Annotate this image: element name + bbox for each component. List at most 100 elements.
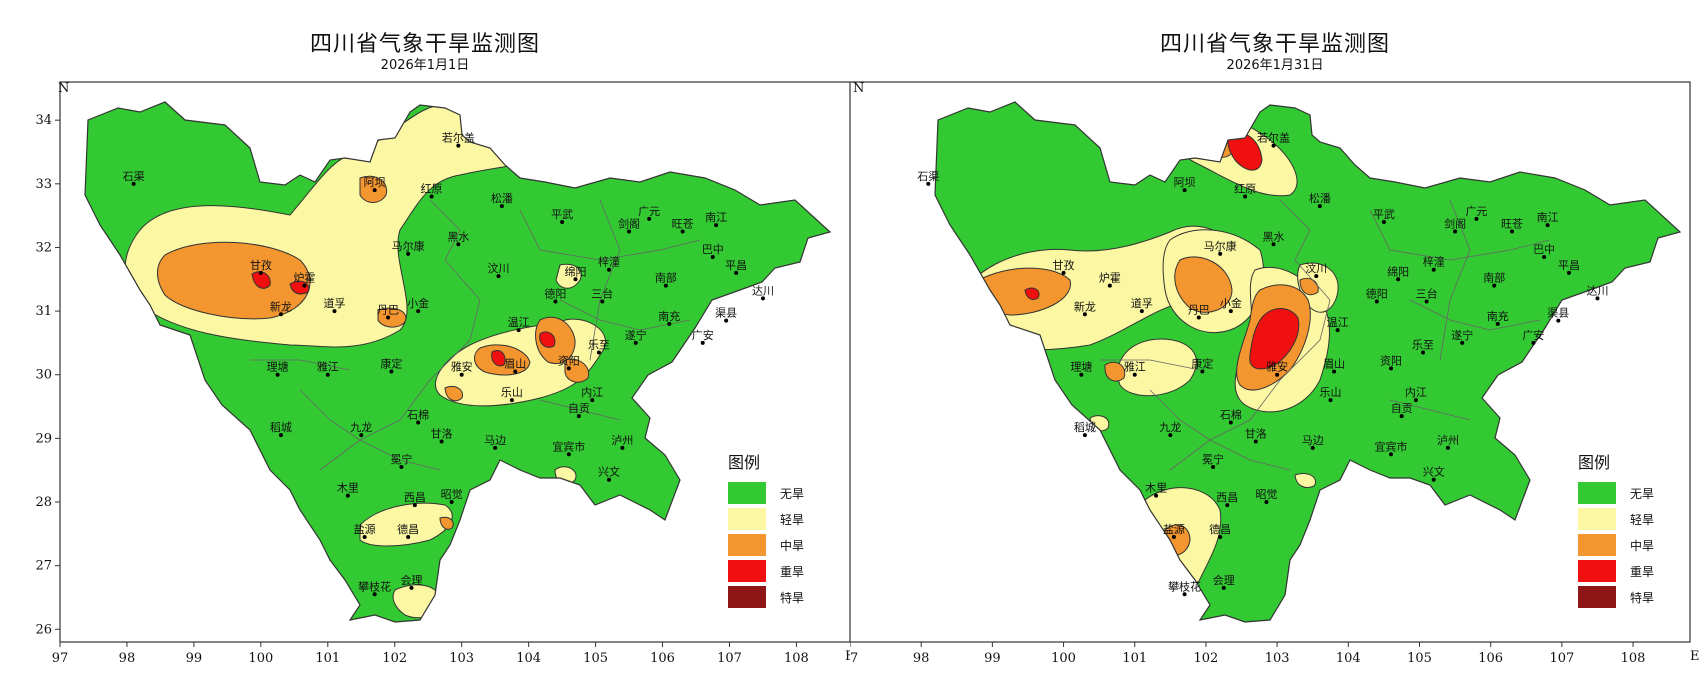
city-dot — [1243, 194, 1248, 199]
city-label: 新龙 — [1074, 299, 1096, 313]
city-dot — [926, 181, 931, 186]
city-label: 绵阳 — [1387, 264, 1409, 278]
city-dot — [553, 299, 558, 304]
city-dot — [1389, 452, 1394, 457]
city-label: 雅江 — [1124, 360, 1146, 374]
city-dot — [1310, 445, 1315, 450]
city-label: 甘洛 — [1245, 427, 1267, 441]
legend: 图例 无旱 轻旱 中旱 重旱 特旱 — [728, 453, 804, 608]
city-dot — [724, 318, 729, 323]
city-dot — [459, 372, 464, 377]
y-tick-label: 28 — [35, 495, 52, 510]
legend-item-severe: 重旱 — [1578, 560, 1654, 582]
city-label: 理塘 — [1070, 360, 1092, 374]
city-label: 旺苍 — [1501, 218, 1523, 231]
city-dot — [325, 372, 330, 377]
city-label: 平武 — [1373, 208, 1395, 221]
city-dot — [1545, 223, 1550, 228]
city-label: 石渠 — [917, 170, 939, 183]
city-dot — [1431, 267, 1436, 272]
x-tick-label: 99 — [984, 651, 1001, 666]
city-label: 资阳 — [558, 354, 580, 367]
x-tick-label: 104 — [1336, 651, 1361, 666]
city-dot — [1132, 372, 1137, 377]
city-dot — [1253, 439, 1258, 444]
city-label: 石棉 — [1220, 407, 1242, 421]
city-dot — [606, 267, 611, 272]
y-tick-label: 32 — [35, 240, 52, 255]
city-dot — [406, 251, 411, 256]
city-dot — [131, 181, 136, 186]
city-label: 甘孜 — [250, 258, 272, 272]
city-dot — [1328, 398, 1333, 403]
city-label: 三台 — [1416, 287, 1438, 301]
city-label: 遂宁 — [1451, 328, 1473, 342]
city-dot — [1200, 369, 1205, 374]
legend-title: 图例 — [1578, 453, 1610, 472]
city-dot — [710, 255, 715, 259]
city-dot — [412, 503, 417, 508]
city-dot — [1431, 477, 1436, 482]
city-label: 炉霍 — [1099, 272, 1121, 285]
city-label: 黑水 — [447, 230, 469, 243]
city-dot — [372, 188, 377, 193]
city-dot — [1510, 229, 1515, 234]
x-tick-label: 100 — [1051, 651, 1076, 666]
city-dot — [399, 465, 404, 469]
city-label: 阿坝 — [1174, 175, 1196, 189]
city-label: 广安 — [1522, 328, 1544, 342]
city-label: 昭觉 — [1255, 488, 1277, 501]
city-label: 红原 — [1234, 183, 1256, 196]
city-dot — [1317, 204, 1322, 209]
city-dot — [278, 312, 283, 317]
city-label: 自贡 — [1391, 402, 1413, 415]
city-label: 马边 — [484, 434, 506, 447]
city-dot — [1396, 277, 1401, 282]
city-label: 泸州 — [1437, 434, 1459, 447]
city-label: 广元 — [1465, 205, 1487, 218]
city-label: 理塘 — [267, 360, 289, 374]
city-label: 马尔康 — [392, 239, 425, 253]
city-dot — [258, 270, 263, 275]
city-dot — [1082, 433, 1087, 438]
city-label: 会理 — [400, 574, 422, 587]
x-axis: 97 98 99 100 101 102 103 104 105 106 107 108 — [52, 642, 809, 666]
city-dot — [1139, 309, 1144, 314]
map-date: 2026年1月1日 — [380, 58, 470, 73]
city-label: 达川 — [752, 284, 774, 297]
city-dot — [1264, 500, 1269, 504]
city-dot — [362, 535, 367, 539]
city-label: 若尔盖 — [1257, 131, 1290, 145]
city-label: 宜宾市 — [1375, 439, 1408, 453]
city-dot — [1168, 433, 1173, 438]
legend-item-none: 无旱 — [728, 482, 804, 504]
legend-item-extreme: 特旱 — [1578, 586, 1654, 608]
city-dot — [1389, 366, 1394, 371]
city-label: 稻城 — [270, 421, 292, 434]
legend-title: 图例 — [728, 453, 760, 472]
city-label: 达川 — [1586, 284, 1608, 297]
city-dot — [275, 372, 280, 377]
city-dot — [496, 274, 501, 279]
city-dot — [1182, 592, 1187, 597]
city-label: 南充 — [1487, 309, 1509, 323]
x-axis: 97 98 99 100 101 102 103 104 105 106 107 108 — [850, 642, 1645, 666]
city-label: 德昌 — [1209, 522, 1231, 536]
x-tick-label: 101 — [315, 651, 340, 666]
city-dot — [590, 398, 595, 403]
svg-text:中旱: 中旱 — [1630, 538, 1654, 553]
legend-item-light: 轻旱 — [728, 508, 804, 530]
city-dot — [760, 296, 765, 301]
city-label: 马尔康 — [1204, 239, 1237, 253]
city-label: 南部 — [1483, 271, 1505, 285]
city-dot — [1474, 216, 1479, 221]
city-dot — [1531, 340, 1536, 345]
legend-item-extreme: 特旱 — [728, 586, 804, 608]
city-dot — [1221, 585, 1226, 590]
city-dot — [1218, 535, 1223, 539]
city-label: 阿坝 — [364, 175, 386, 189]
city-dot — [278, 433, 283, 438]
city-label: 小金 — [407, 296, 429, 310]
